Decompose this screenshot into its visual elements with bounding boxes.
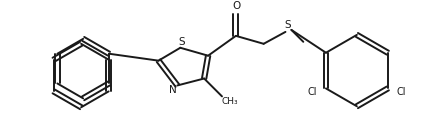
Text: S: S bbox=[284, 20, 291, 30]
Text: Cl: Cl bbox=[307, 87, 317, 97]
Text: CH₃: CH₃ bbox=[222, 97, 238, 106]
Text: Cl: Cl bbox=[397, 87, 407, 97]
Text: S: S bbox=[178, 37, 185, 47]
Text: N: N bbox=[169, 85, 176, 95]
Text: O: O bbox=[233, 1, 241, 11]
